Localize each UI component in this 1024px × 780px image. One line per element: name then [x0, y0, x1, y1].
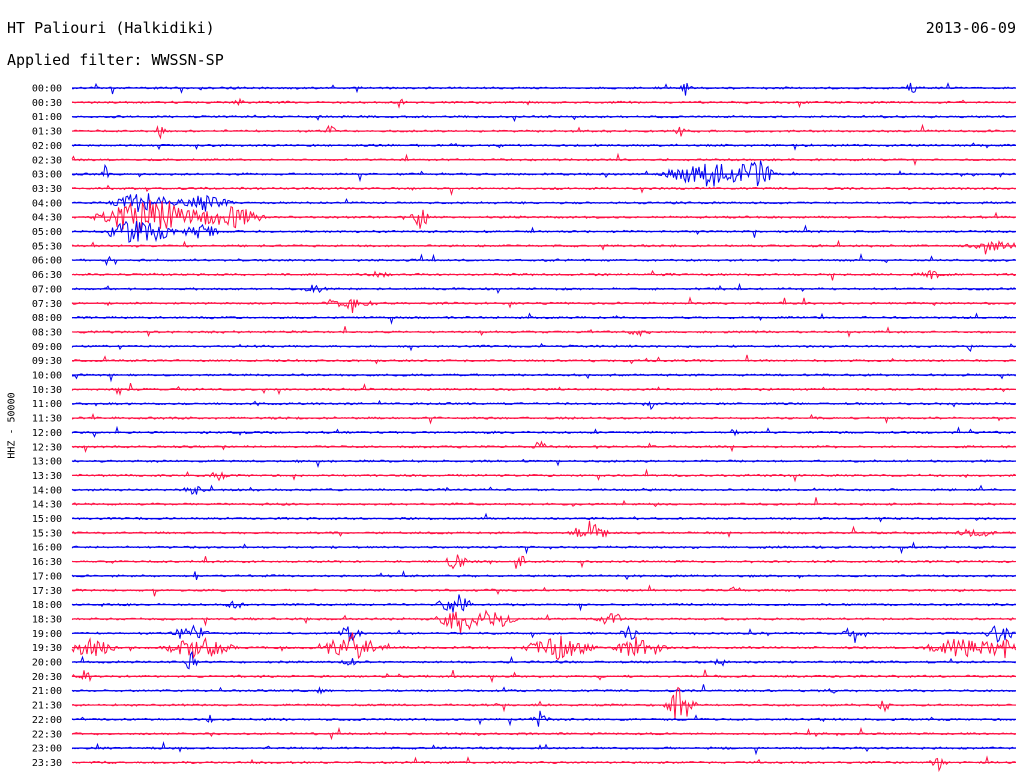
trace-line: [71, 114, 1016, 123]
time-label: 00:30: [32, 98, 62, 109]
time-label: 07:30: [32, 299, 62, 310]
time-label: 03:00: [32, 170, 62, 181]
trace-line: [71, 184, 1016, 196]
trace-line: [71, 669, 1016, 684]
time-label: 17:00: [32, 571, 62, 582]
time-label: 01:00: [32, 112, 62, 123]
time-label: 08:00: [32, 313, 62, 324]
trace-line: [71, 624, 1016, 643]
trace-line: [71, 399, 1016, 411]
trace-line: [71, 382, 1016, 396]
trace-line: [71, 632, 1016, 661]
time-label: 02:00: [32, 141, 62, 152]
time-label: 16:00: [32, 543, 62, 554]
trace-line: [71, 199, 1016, 234]
station-title: HT Paliouri (Halkidiki): [7, 19, 215, 37]
trace-line: [71, 686, 1016, 720]
trace-line: [71, 755, 1016, 773]
time-label: 09:30: [32, 356, 62, 367]
trace-line: [71, 594, 1016, 613]
time-label: 03:30: [32, 184, 62, 195]
trace-line: [71, 684, 1016, 695]
trace-line: [71, 497, 1016, 508]
trace-line: [71, 710, 1016, 727]
time-label: 04:30: [32, 213, 62, 224]
time-label: 18:30: [32, 614, 62, 625]
trace-line: [71, 520, 1016, 538]
trace-line: [71, 312, 1016, 325]
time-label: 01:30: [32, 127, 62, 138]
trace-line: [71, 512, 1016, 523]
time-label: 12:00: [32, 428, 62, 439]
time-label: 06:30: [32, 270, 62, 281]
time-label: 05:00: [32, 227, 62, 238]
trace-line: [71, 342, 1016, 352]
trace-line: [71, 269, 1016, 281]
time-label: 07:00: [32, 284, 62, 295]
time-label: 11:00: [32, 399, 62, 410]
time-label: 13:00: [32, 457, 62, 468]
time-label: 23:30: [32, 758, 62, 769]
time-label: 17:30: [32, 586, 62, 597]
trace-line: [71, 82, 1016, 96]
trace-line: [71, 296, 1016, 313]
time-label: 15:30: [32, 528, 62, 539]
filter-label: Applied filter: WWSSN-SP: [7, 51, 224, 69]
trace-line: [71, 97, 1016, 109]
time-label: 16:30: [32, 557, 62, 568]
time-label: 11:30: [32, 414, 62, 425]
time-label: 19:00: [32, 629, 62, 640]
time-label: 18:00: [32, 600, 62, 611]
time-label: 20:00: [32, 658, 62, 669]
time-label: 10:30: [32, 385, 62, 396]
time-label: 06:00: [32, 256, 62, 267]
time-label: 15:00: [32, 514, 62, 525]
time-label: 10:00: [32, 371, 62, 382]
time-label: 19:30: [32, 643, 62, 654]
time-label: 05:30: [32, 241, 62, 252]
trace-line: [71, 413, 1016, 425]
time-label: 09:00: [32, 342, 62, 353]
time-label: 13:30: [32, 471, 62, 482]
trace-line: [71, 142, 1016, 151]
time-label: 22:30: [32, 729, 62, 740]
time-label: 21:30: [32, 701, 62, 712]
time-label: 22:00: [32, 715, 62, 726]
time-label: 23:00: [32, 744, 62, 755]
time-label: 14:30: [32, 500, 62, 511]
trace-line: [71, 354, 1016, 365]
time-label-group: 00:00 00:30 01:00 01:30 02:00 02:30 03:00 03:30…: [32, 84, 62, 769]
time-label: 12:30: [32, 442, 62, 453]
time-label: 14:00: [32, 485, 62, 496]
time-label: 08:30: [32, 327, 62, 338]
time-label: 04:00: [32, 198, 62, 209]
trace-line: [71, 650, 1016, 670]
record-date: 2013-06-09: [925, 19, 1016, 37]
trace-line: [71, 239, 1016, 255]
time-label: 20:30: [32, 672, 62, 683]
time-label: 21:00: [32, 686, 62, 697]
trace-line: [71, 609, 1016, 634]
trace-group: [71, 82, 1016, 773]
trace-line: [71, 326, 1016, 338]
trace-line: [71, 584, 1016, 597]
time-label: 00:00: [32, 84, 62, 95]
time-label: 02:30: [32, 155, 62, 166]
